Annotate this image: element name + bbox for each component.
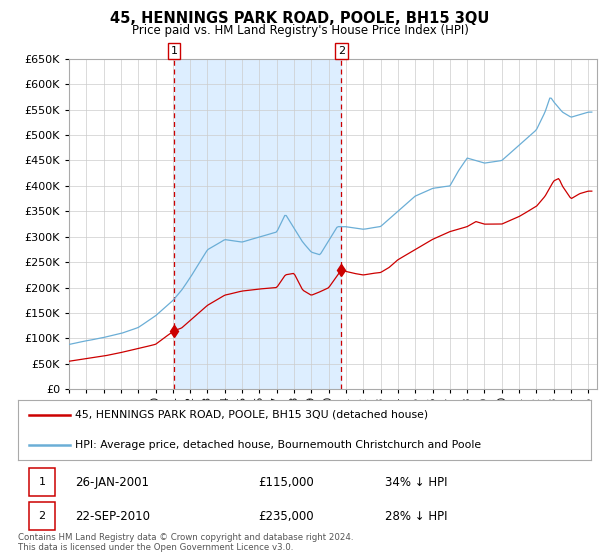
FancyBboxPatch shape [29, 468, 55, 496]
Text: 28% ↓ HPI: 28% ↓ HPI [385, 510, 447, 523]
Text: HPI: Average price, detached house, Bournemouth Christchurch and Poole: HPI: Average price, detached house, Bour… [76, 440, 481, 450]
Text: 1: 1 [170, 46, 178, 56]
Text: 45, HENNINGS PARK ROAD, POOLE, BH15 3QU (detached house): 45, HENNINGS PARK ROAD, POOLE, BH15 3QU … [76, 410, 428, 420]
Text: 1: 1 [38, 477, 46, 487]
Text: 22-SEP-2010: 22-SEP-2010 [76, 510, 151, 523]
Text: This data is licensed under the Open Government Licence v3.0.: This data is licensed under the Open Gov… [18, 543, 293, 552]
Text: 34% ↓ HPI: 34% ↓ HPI [385, 475, 447, 489]
Text: 45, HENNINGS PARK ROAD, POOLE, BH15 3QU: 45, HENNINGS PARK ROAD, POOLE, BH15 3QU [110, 11, 490, 26]
Text: Contains HM Land Registry data © Crown copyright and database right 2024.: Contains HM Land Registry data © Crown c… [18, 533, 353, 542]
FancyBboxPatch shape [29, 502, 55, 530]
Text: £235,000: £235,000 [259, 510, 314, 523]
Text: 2: 2 [38, 511, 46, 521]
Text: 2: 2 [338, 46, 345, 56]
Text: 26-JAN-2001: 26-JAN-2001 [76, 475, 149, 489]
Text: Price paid vs. HM Land Registry's House Price Index (HPI): Price paid vs. HM Land Registry's House … [131, 24, 469, 37]
Text: £115,000: £115,000 [259, 475, 314, 489]
